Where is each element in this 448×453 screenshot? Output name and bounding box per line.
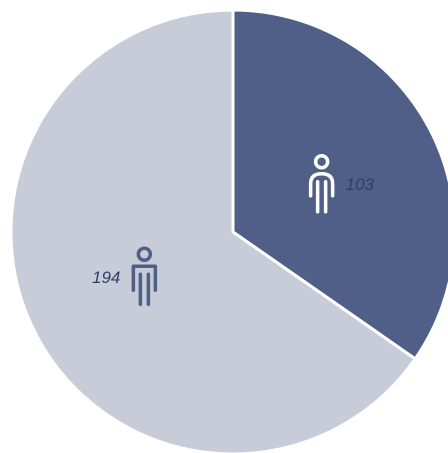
value-label: 103 bbox=[346, 175, 375, 194]
value-label: 194 bbox=[92, 268, 120, 287]
pie-slice bbox=[9, 8, 418, 453]
pie-slice bbox=[231, 8, 448, 361]
